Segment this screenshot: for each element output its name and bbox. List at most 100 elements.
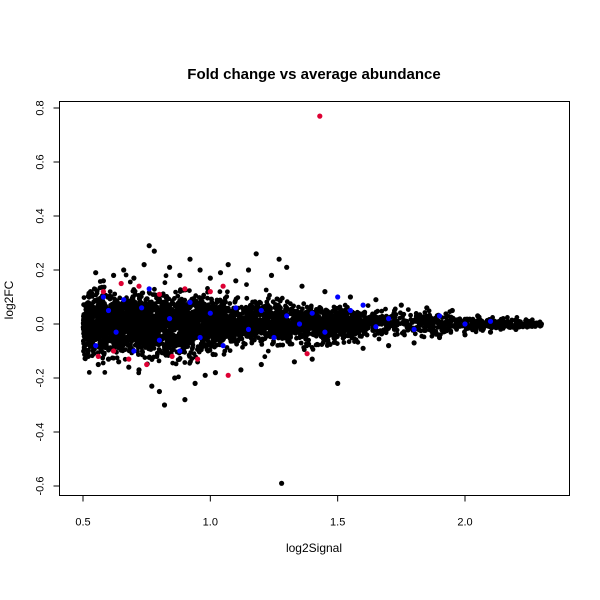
data-point	[202, 372, 208, 378]
highlight-point-red	[225, 372, 231, 378]
y-axis-label: log2FC	[2, 280, 16, 319]
highlight-point-red	[317, 113, 323, 119]
data-point	[284, 264, 290, 270]
data-point	[172, 375, 178, 381]
data-point	[197, 267, 203, 273]
data-point	[386, 343, 392, 349]
highlight-point-red	[156, 291, 162, 297]
data-point	[233, 278, 239, 284]
highlight-point-blue	[322, 329, 328, 335]
highlight-point-red	[95, 353, 101, 359]
data-point	[207, 275, 213, 281]
highlight-point-red	[195, 356, 201, 362]
data-point	[187, 256, 193, 262]
x-tick-label: 2.0	[457, 517, 472, 529]
y-tick-label: 0.4	[35, 208, 47, 223]
highlight-point-blue	[113, 329, 119, 335]
highlight-point-blue	[296, 321, 303, 327]
highlight-point-blue	[156, 337, 162, 343]
data-point	[93, 270, 99, 276]
x-axis: 0.5 1.0 1.5 2.0	[75, 495, 473, 529]
highlight-point-blue	[131, 348, 137, 354]
highlight-point-blue	[258, 307, 264, 314]
data-point	[424, 305, 430, 311]
highlight-point-blue	[347, 307, 353, 314]
plot-area	[80, 113, 545, 486]
highlight-point-blue	[167, 316, 173, 322]
data-point	[487, 329, 494, 335]
y-axis: -0.6 -0.4 -0.2 0.0 0.2 0.4 0.6 0.8	[35, 100, 60, 495]
plot-frame	[59, 101, 570, 496]
highlight-point-blue	[360, 302, 366, 308]
series-data-point	[85, 243, 545, 486]
highlight-point-blue	[309, 310, 315, 316]
data-point	[291, 359, 297, 365]
highlight-point-blue	[220, 343, 226, 349]
data-point	[121, 267, 127, 273]
data-point	[526, 318, 532, 324]
highlight-point-blue	[386, 316, 392, 322]
y-tick-label: -0.4	[35, 423, 47, 442]
data-point	[462, 332, 468, 338]
highlight-point-blue	[411, 326, 417, 332]
data-point	[538, 321, 545, 327]
highlight-point-red	[169, 353, 175, 359]
data-point	[85, 321, 91, 327]
data-point	[192, 380, 198, 386]
data-point	[279, 480, 285, 486]
data-point	[276, 256, 282, 262]
data-point	[126, 364, 132, 370]
highlight-point-red	[126, 356, 132, 362]
y-tick-label: 0.8	[35, 100, 47, 115]
data-point	[105, 356, 112, 362]
highlight-point-blue	[271, 334, 277, 341]
chart-title: Fold change vs average abundance	[187, 66, 440, 83]
data-point	[146, 243, 152, 249]
highlight-point-blue	[146, 286, 152, 292]
highlight-point-blue	[93, 343, 99, 349]
y-tick-label: 0.0	[35, 316, 47, 331]
highlight-point-blue	[487, 318, 494, 324]
data-point	[347, 294, 353, 300]
data-point	[88, 289, 94, 295]
data-point	[360, 345, 366, 351]
highlight-point-blue	[373, 324, 379, 330]
data-point	[225, 262, 231, 268]
highlight-point-blue	[335, 294, 341, 300]
x-tick-label: 1.5	[330, 517, 345, 529]
data-point	[268, 272, 275, 278]
highlight-point-red	[304, 351, 310, 357]
x-tick-label: 0.5	[75, 517, 90, 529]
data-point	[398, 302, 404, 308]
highlight-point-blue	[187, 299, 193, 305]
data-point	[131, 275, 137, 281]
y-tick-label: -0.6	[35, 477, 47, 496]
highlight-point-blue	[100, 294, 106, 300]
data-point	[513, 326, 519, 332]
highlight-point-red	[144, 361, 150, 368]
data-point	[322, 289, 328, 295]
data-point	[161, 402, 168, 408]
data-point	[217, 270, 224, 276]
highlight-point-blue	[462, 321, 468, 327]
highlight-point-blue	[121, 297, 127, 303]
data-point	[373, 297, 379, 303]
series-highlight-point-blue	[93, 286, 494, 354]
data-point	[182, 397, 188, 403]
highlight-point-red	[118, 280, 124, 287]
data-point	[449, 307, 455, 314]
data-point	[149, 383, 155, 389]
highlight-point-red	[182, 286, 188, 292]
data-point	[436, 334, 443, 341]
data-point	[411, 340, 417, 346]
highlight-point-red	[111, 348, 117, 354]
data-point	[95, 361, 101, 368]
data-point	[116, 359, 122, 365]
highlight-point-blue	[139, 305, 145, 311]
data-point	[111, 272, 117, 278]
data-point	[151, 248, 157, 254]
data-point	[475, 313, 481, 319]
highlight-point-blue	[284, 313, 290, 319]
x-axis-label: log2Signal	[286, 541, 342, 555]
